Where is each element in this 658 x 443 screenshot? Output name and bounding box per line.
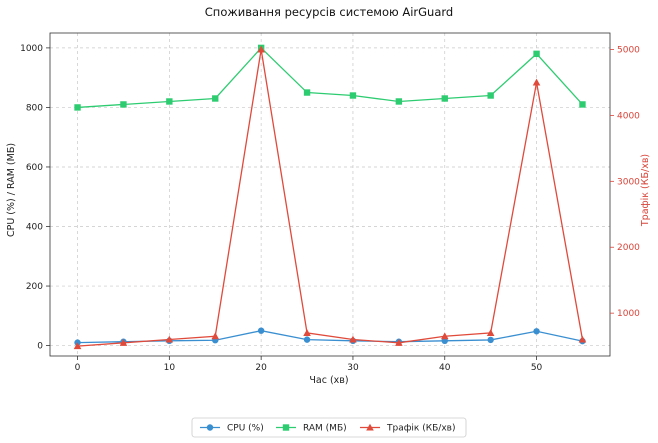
data-point	[487, 92, 494, 99]
y-left-tick-label: 1000	[20, 44, 43, 54]
data-point	[165, 335, 174, 343]
data-point	[119, 339, 128, 346]
data-point	[440, 332, 449, 340]
data-point	[349, 92, 357, 99]
data-point	[349, 335, 357, 343]
x-tick-label: 0	[75, 363, 81, 373]
data-point	[395, 339, 403, 346]
data-point	[579, 101, 586, 108]
data-point	[395, 98, 403, 105]
data-point	[487, 336, 494, 344]
plot-frame	[49, 32, 611, 357]
series-line	[77, 49, 584, 347]
y-right-tick-label: 2000	[617, 243, 640, 253]
data-point	[74, 104, 81, 111]
legend: CPU (%) RAM (МБ) Трафік (КБ/хв)	[191, 417, 467, 438]
y-right-tick-label: 1000	[617, 309, 640, 319]
x-axis-label: Час (хв)	[309, 375, 348, 386]
series-line	[77, 330, 583, 344]
legend-marker	[206, 424, 214, 431]
series-line	[77, 46, 583, 109]
legend-item: RAM (МБ)	[276, 424, 347, 434]
data-point	[257, 45, 265, 53]
legend-label: RAM (МБ)	[303, 424, 347, 434]
x-tick-label: 30	[347, 363, 359, 373]
x-tick-label: 10	[164, 363, 176, 373]
data-point	[73, 342, 82, 350]
data-point	[303, 89, 311, 96]
series-layer	[73, 44, 587, 350]
data-point	[532, 78, 541, 86]
y-right-tick-label: 4000	[617, 111, 640, 121]
data-point	[303, 336, 311, 343]
legend-marker	[282, 424, 290, 431]
data-point	[212, 95, 219, 102]
y-left-tick-label: 0	[37, 342, 43, 352]
y-left-tick-label: 200	[26, 282, 43, 292]
y-right-tick-label: 5000	[617, 45, 640, 55]
data-point	[578, 335, 587, 343]
data-point	[533, 50, 540, 58]
legend-label: CPU (%)	[227, 424, 264, 434]
data-point	[441, 95, 448, 102]
data-point	[120, 101, 127, 108]
x-tick-label: 20	[255, 363, 267, 373]
y-left-tick-label: 800	[26, 103, 43, 113]
y-axis-right-label: Трафік (КБ/хв)	[640, 154, 651, 227]
x-tick-label: 50	[531, 363, 543, 373]
y-axis-left: 0 200 400 600 800 1000	[20, 44, 50, 352]
legend-label: Трафік (КБ/хв)	[386, 424, 455, 434]
data-point	[303, 329, 311, 336]
legend-box	[191, 417, 467, 438]
data-point	[211, 332, 220, 340]
legend-item: CPU (%)	[200, 424, 264, 434]
y-left-tick-label: 600	[26, 163, 43, 173]
legend-marker	[366, 423, 374, 431]
y-right-tick-label: 3000	[617, 177, 640, 187]
chart-title: Споживання ресурсів системою AirGuard	[205, 5, 453, 19]
data-point	[166, 98, 173, 105]
data-point	[533, 328, 540, 335]
y-left-tick-label: 400	[26, 223, 43, 233]
legend-item: Трафік (КБ/хв)	[360, 423, 455, 434]
y-axis-right: 1000 2000 3000 4000 5000	[610, 45, 640, 319]
series-1	[74, 44, 586, 111]
grid	[50, 33, 610, 356]
x-tick-label: 40	[439, 363, 451, 373]
y-axis-left-label: CPU (%) / RAM (МБ)	[6, 143, 17, 237]
data-point	[257, 327, 265, 334]
series-2	[73, 45, 587, 350]
x-axis: 0 10 20 30 40 50	[75, 356, 543, 373]
data-point	[486, 329, 495, 336]
